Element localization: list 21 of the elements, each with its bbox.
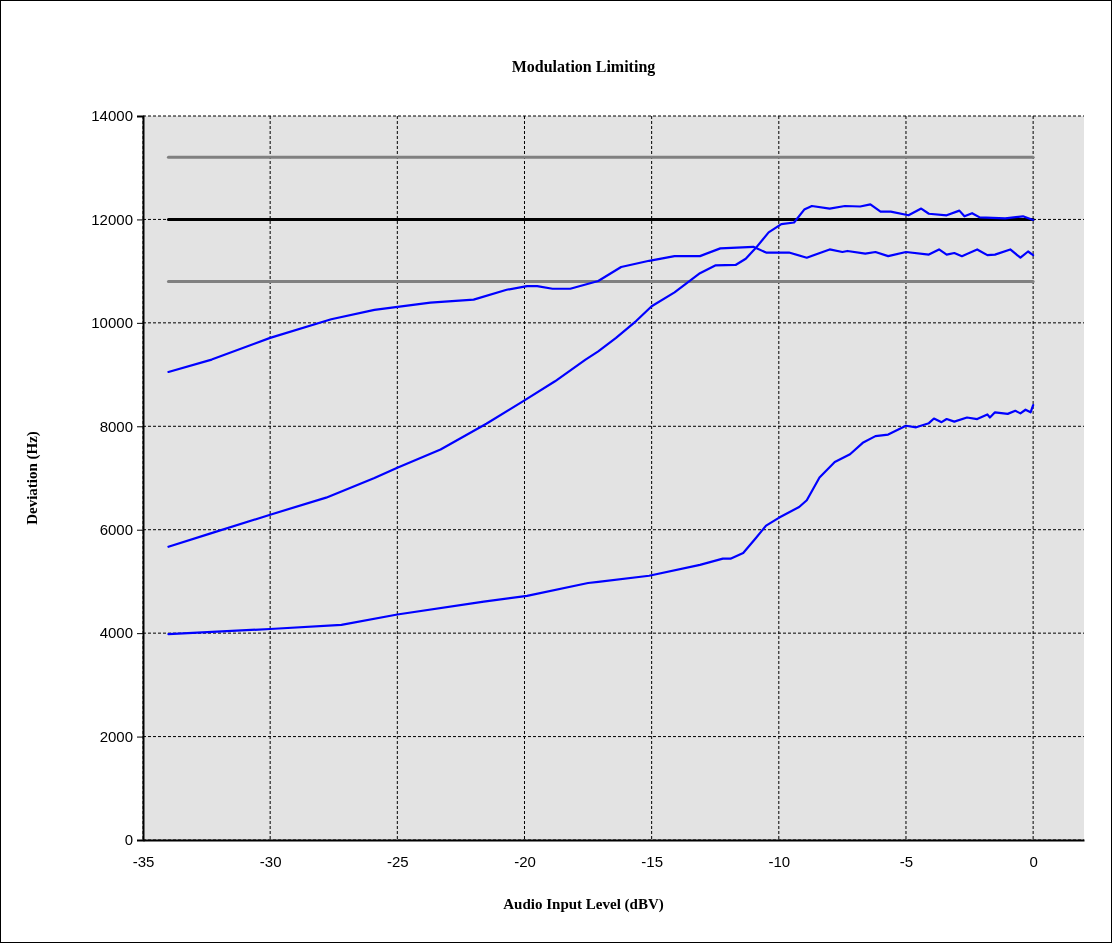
x-tick-label: -10 — [768, 852, 791, 870]
y-tick-label: 10000 — [91, 314, 133, 332]
x-tick-label: -15 — [641, 852, 663, 870]
x-tick-label: -20 — [514, 852, 536, 870]
y-tick-label: 12000 — [91, 210, 133, 228]
x-tick-label: 0 — [1029, 852, 1038, 870]
y-tick-label: 4000 — [99, 624, 133, 642]
y-tick-label: 8000 — [99, 417, 133, 435]
y-tick-label: 14000 — [91, 107, 133, 125]
x-tick-label: -35 — [132, 852, 155, 870]
x-tick-label: -30 — [259, 852, 282, 870]
line-series — [167, 203, 1035, 548]
chart-title: Modulation Limiting — [511, 58, 656, 76]
y-tick-label: 2000 — [99, 727, 133, 745]
line-series — [167, 403, 1035, 636]
x-tick-label: -25 — [386, 852, 409, 870]
y-tick-label: 6000 — [99, 521, 133, 539]
y-tick-label: 0 — [124, 831, 133, 849]
x-tick-label: -5 — [899, 852, 914, 870]
x-axis-title: Audio Input Level (dBV) — [503, 896, 664, 913]
y-axis-title: Deviation (Hz) — [24, 431, 41, 525]
